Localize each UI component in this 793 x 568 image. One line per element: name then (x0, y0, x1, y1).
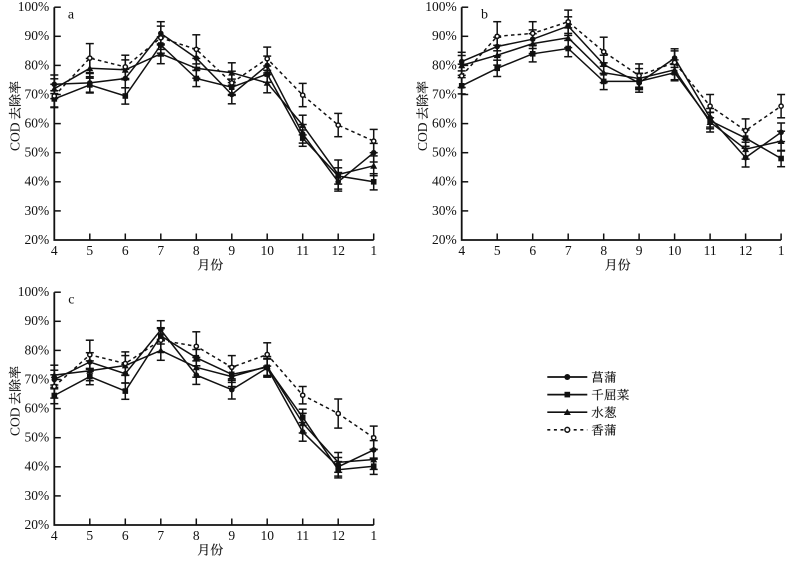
svg-text:12: 12 (739, 243, 753, 258)
svg-text:6: 6 (122, 528, 129, 543)
svg-text:11: 11 (704, 243, 717, 258)
svg-text:10: 10 (260, 243, 274, 258)
svg-text:70%: 70% (25, 86, 50, 101)
svg-text:4: 4 (51, 243, 58, 258)
svg-text:90%: 90% (432, 28, 457, 43)
svg-text:COD: COD (415, 122, 430, 151)
svg-text:4: 4 (51, 528, 58, 543)
svg-text:60%: 60% (25, 401, 50, 416)
svg-text:11: 11 (296, 243, 309, 258)
svg-text:9: 9 (228, 528, 235, 543)
svg-text:80%: 80% (25, 57, 50, 72)
svg-text:30%: 30% (25, 488, 50, 503)
svg-text:100%: 100% (18, 284, 50, 299)
svg-text:60%: 60% (432, 116, 457, 131)
svg-text:12: 12 (331, 528, 345, 543)
svg-text:5: 5 (86, 243, 93, 258)
svg-text:6: 6 (529, 243, 536, 258)
svg-text:50%: 50% (25, 430, 50, 445)
svg-text:6: 6 (122, 243, 129, 258)
svg-text:80%: 80% (432, 57, 457, 72)
svg-text:90%: 90% (25, 313, 50, 328)
svg-text:50%: 50% (432, 145, 457, 160)
svg-text:10: 10 (668, 243, 682, 258)
svg-text:COD: COD (7, 407, 22, 436)
svg-text:c: c (68, 292, 74, 307)
svg-text:40%: 40% (25, 174, 50, 189)
svg-text:60%: 60% (25, 116, 50, 131)
svg-text:70%: 70% (432, 86, 457, 101)
svg-text:8: 8 (193, 528, 200, 543)
svg-text:8: 8 (600, 243, 607, 258)
svg-text:90%: 90% (25, 28, 50, 43)
svg-text:11: 11 (296, 528, 309, 543)
svg-text:80%: 80% (25, 342, 50, 357)
svg-text:4: 4 (458, 243, 465, 258)
svg-text:50%: 50% (25, 145, 50, 160)
svg-text:20%: 20% (25, 517, 50, 532)
svg-text:1: 1 (370, 243, 377, 258)
svg-text:100%: 100% (18, 0, 50, 14)
svg-text:40%: 40% (432, 174, 457, 189)
svg-text:10: 10 (260, 528, 274, 543)
svg-text:a: a (68, 8, 75, 23)
svg-text:5: 5 (86, 528, 93, 543)
svg-text:20%: 20% (25, 232, 50, 247)
svg-text:70%: 70% (25, 371, 50, 386)
svg-text:100%: 100% (425, 0, 457, 14)
svg-text:9: 9 (636, 243, 643, 258)
svg-text:7: 7 (157, 528, 164, 543)
svg-text:8: 8 (193, 243, 200, 258)
svg-text:5: 5 (494, 243, 501, 258)
svg-text:1: 1 (370, 528, 377, 543)
svg-text:20%: 20% (432, 232, 457, 247)
svg-text:7: 7 (565, 243, 572, 258)
svg-text:b: b (481, 8, 488, 23)
svg-text:40%: 40% (25, 459, 50, 474)
svg-text:COD: COD (7, 122, 22, 151)
svg-text:30%: 30% (25, 203, 50, 218)
svg-text:1: 1 (778, 243, 785, 258)
svg-text:9: 9 (228, 243, 235, 258)
svg-text:30%: 30% (432, 203, 457, 218)
svg-text:7: 7 (157, 243, 164, 258)
svg-text:12: 12 (331, 243, 345, 258)
